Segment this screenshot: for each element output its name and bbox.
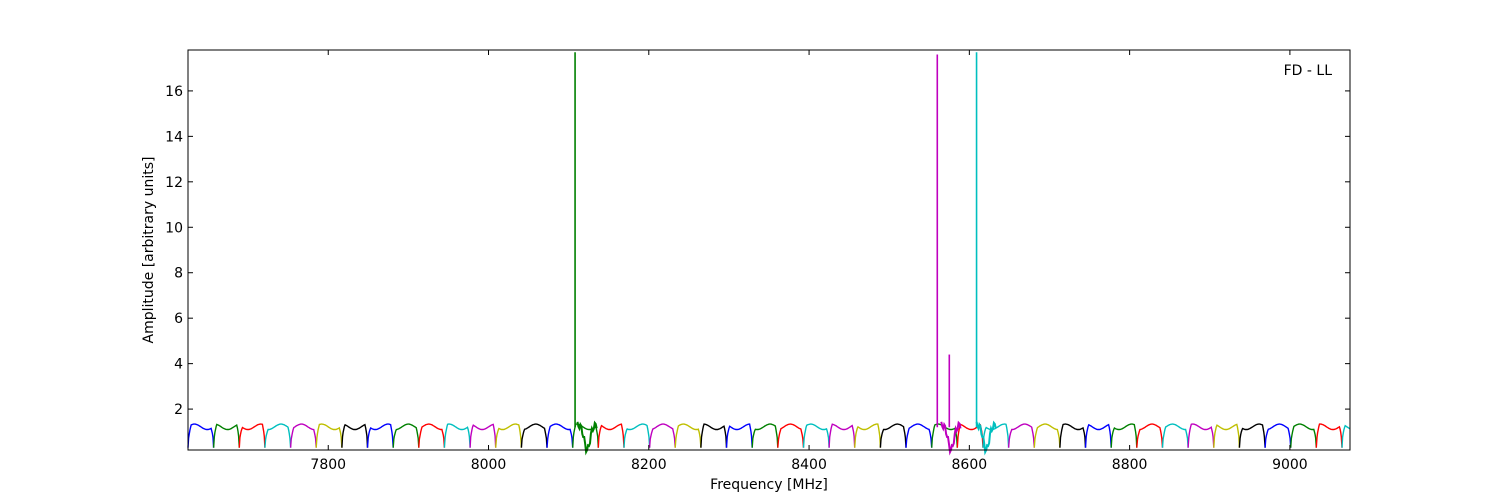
channel-series bbox=[1084, 423, 1112, 448]
y-tick-label: 6 bbox=[174, 311, 183, 327]
channel-series bbox=[648, 423, 676, 448]
channel-series bbox=[1290, 423, 1317, 448]
channel-series bbox=[1341, 424, 1351, 448]
x-tick-label: 8600 bbox=[952, 457, 988, 473]
channel-series bbox=[802, 423, 830, 448]
channel-series bbox=[905, 423, 933, 448]
x-tick-label: 9000 bbox=[1272, 457, 1308, 473]
channel-series bbox=[1187, 423, 1215, 448]
y-tick-label: 4 bbox=[174, 357, 183, 373]
spike-layer bbox=[574, 52, 997, 456]
y-tick-label: 12 bbox=[165, 175, 183, 191]
x-axis-label: Frequency [MHz] bbox=[710, 477, 828, 493]
dip-series bbox=[975, 420, 997, 456]
channel-series bbox=[469, 423, 497, 448]
x-tick-label: 8200 bbox=[631, 457, 667, 473]
chart-annotation: FD - LL bbox=[1284, 63, 1333, 79]
x-tick-label: 7800 bbox=[310, 457, 346, 473]
channel-series bbox=[1110, 423, 1138, 448]
channel-series bbox=[879, 423, 907, 448]
channel-series bbox=[700, 423, 728, 448]
y-axis: 2 4 6 8 10 12 14 16 bbox=[165, 84, 1350, 418]
channel-series bbox=[1264, 423, 1292, 448]
channel-series bbox=[366, 423, 394, 448]
channel-series bbox=[751, 423, 779, 448]
y-tick-label: 8 bbox=[174, 266, 183, 282]
channel-series bbox=[1213, 423, 1241, 448]
channel-series bbox=[623, 423, 651, 448]
channel-series bbox=[289, 423, 317, 448]
channel-series bbox=[828, 423, 856, 448]
channel-series bbox=[187, 423, 215, 448]
y-tick-label: 2 bbox=[174, 402, 183, 418]
channel-series bbox=[725, 423, 753, 448]
channel-series bbox=[1161, 423, 1189, 448]
channel-series bbox=[315, 423, 343, 448]
channel-series bbox=[777, 423, 805, 448]
channel-series bbox=[1059, 423, 1087, 448]
channel-series bbox=[1136, 423, 1164, 448]
series-layer bbox=[187, 423, 1351, 448]
y-tick-label: 10 bbox=[165, 220, 183, 236]
channel-series bbox=[1007, 423, 1035, 448]
channel-series bbox=[546, 423, 574, 448]
x-axis: 7800 8000 8200 8400 8600 8800 9000 bbox=[310, 50, 1308, 473]
channel-series bbox=[238, 423, 266, 448]
channel-series bbox=[597, 423, 625, 448]
y-tick-label: 16 bbox=[165, 84, 183, 100]
x-tick-label: 8000 bbox=[471, 457, 507, 473]
x-tick-label: 8800 bbox=[1112, 457, 1148, 473]
channel-series bbox=[264, 423, 292, 448]
channel-series bbox=[418, 423, 446, 448]
channel-series bbox=[443, 423, 471, 448]
channel-series bbox=[392, 423, 420, 448]
plot-frame bbox=[187, 49, 1351, 451]
channel-series bbox=[495, 423, 523, 448]
channel-series bbox=[341, 423, 369, 448]
y-axis-label: Amplitude [arbitrary units] bbox=[141, 157, 157, 344]
channel-series bbox=[520, 423, 548, 448]
channel-series bbox=[1033, 423, 1061, 448]
dip-series bbox=[576, 420, 598, 456]
x-tick-label: 8400 bbox=[791, 457, 827, 473]
channel-series bbox=[1238, 423, 1266, 448]
y-tick-label: 14 bbox=[165, 129, 183, 145]
channel-series bbox=[212, 423, 240, 448]
channel-series bbox=[854, 423, 882, 448]
channel-series bbox=[1315, 423, 1343, 448]
channel-series bbox=[674, 423, 702, 448]
